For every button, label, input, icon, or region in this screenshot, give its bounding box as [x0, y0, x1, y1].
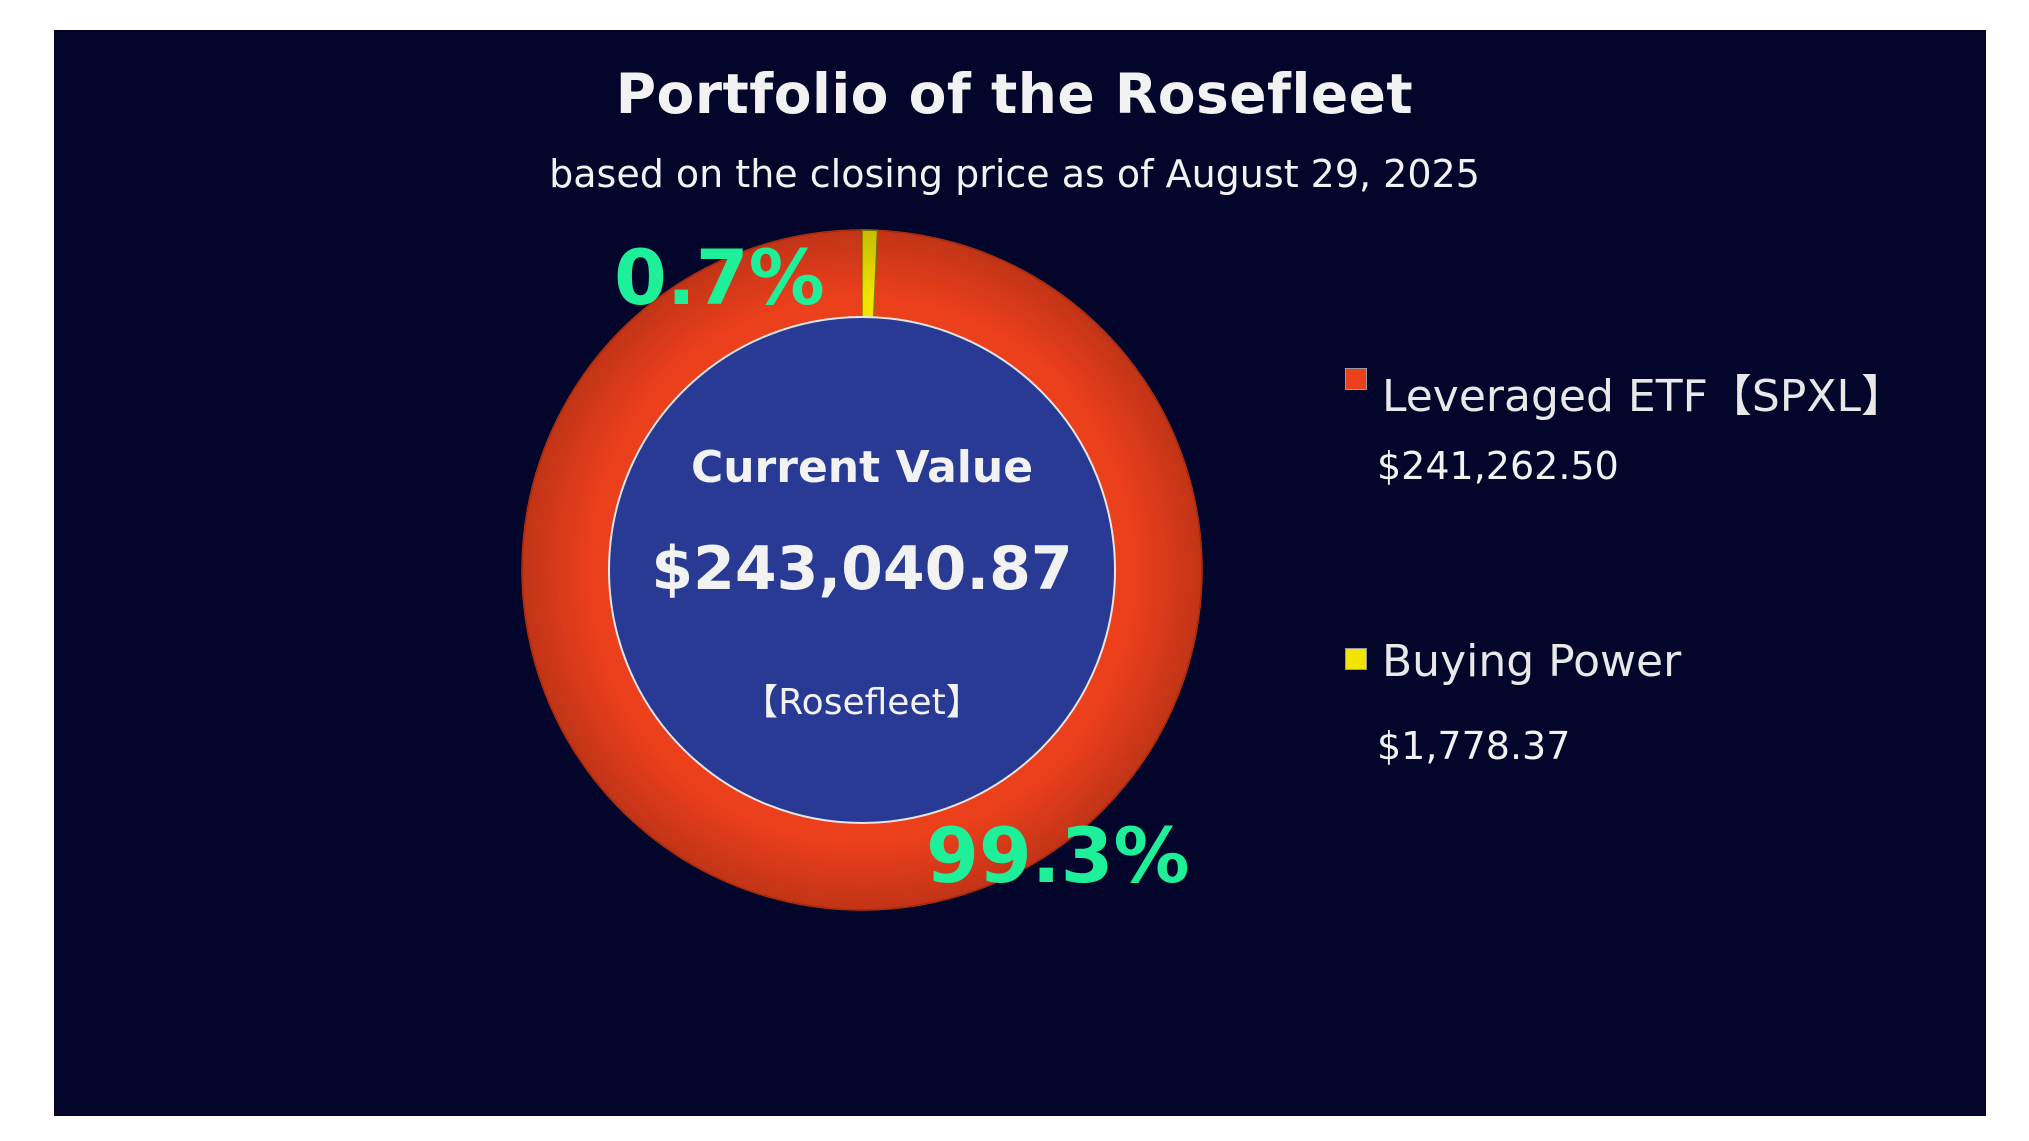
legend-label-buying-power: Buying Power	[1382, 636, 1682, 687]
center-total-value: $243,040.87	[651, 534, 1073, 604]
chart-title: Portfolio of the Rosefleet	[615, 62, 1414, 126]
legend-swatch-leveraged-etf	[1345, 368, 1367, 390]
legend-label-leveraged-etf: Leveraged ETF【SPXL】	[1382, 371, 1905, 422]
center-portfolio-name: 【Rosefleet】	[742, 682, 982, 723]
legend-value-buying-power: $1,778.37	[1377, 724, 1571, 768]
slice-percent-label-buying-power: 0.7%	[614, 233, 825, 322]
slice-percent-label-leveraged-etf: 99.3%	[926, 811, 1190, 900]
legend-value-leveraged-etf: $241,262.50	[1377, 444, 1619, 488]
chart-subtitle: based on the closing price as of August …	[549, 152, 1480, 196]
donut-center	[608, 316, 1116, 824]
legend-swatch-buying-power	[1345, 648, 1367, 670]
center-heading: Current Value	[690, 442, 1034, 493]
